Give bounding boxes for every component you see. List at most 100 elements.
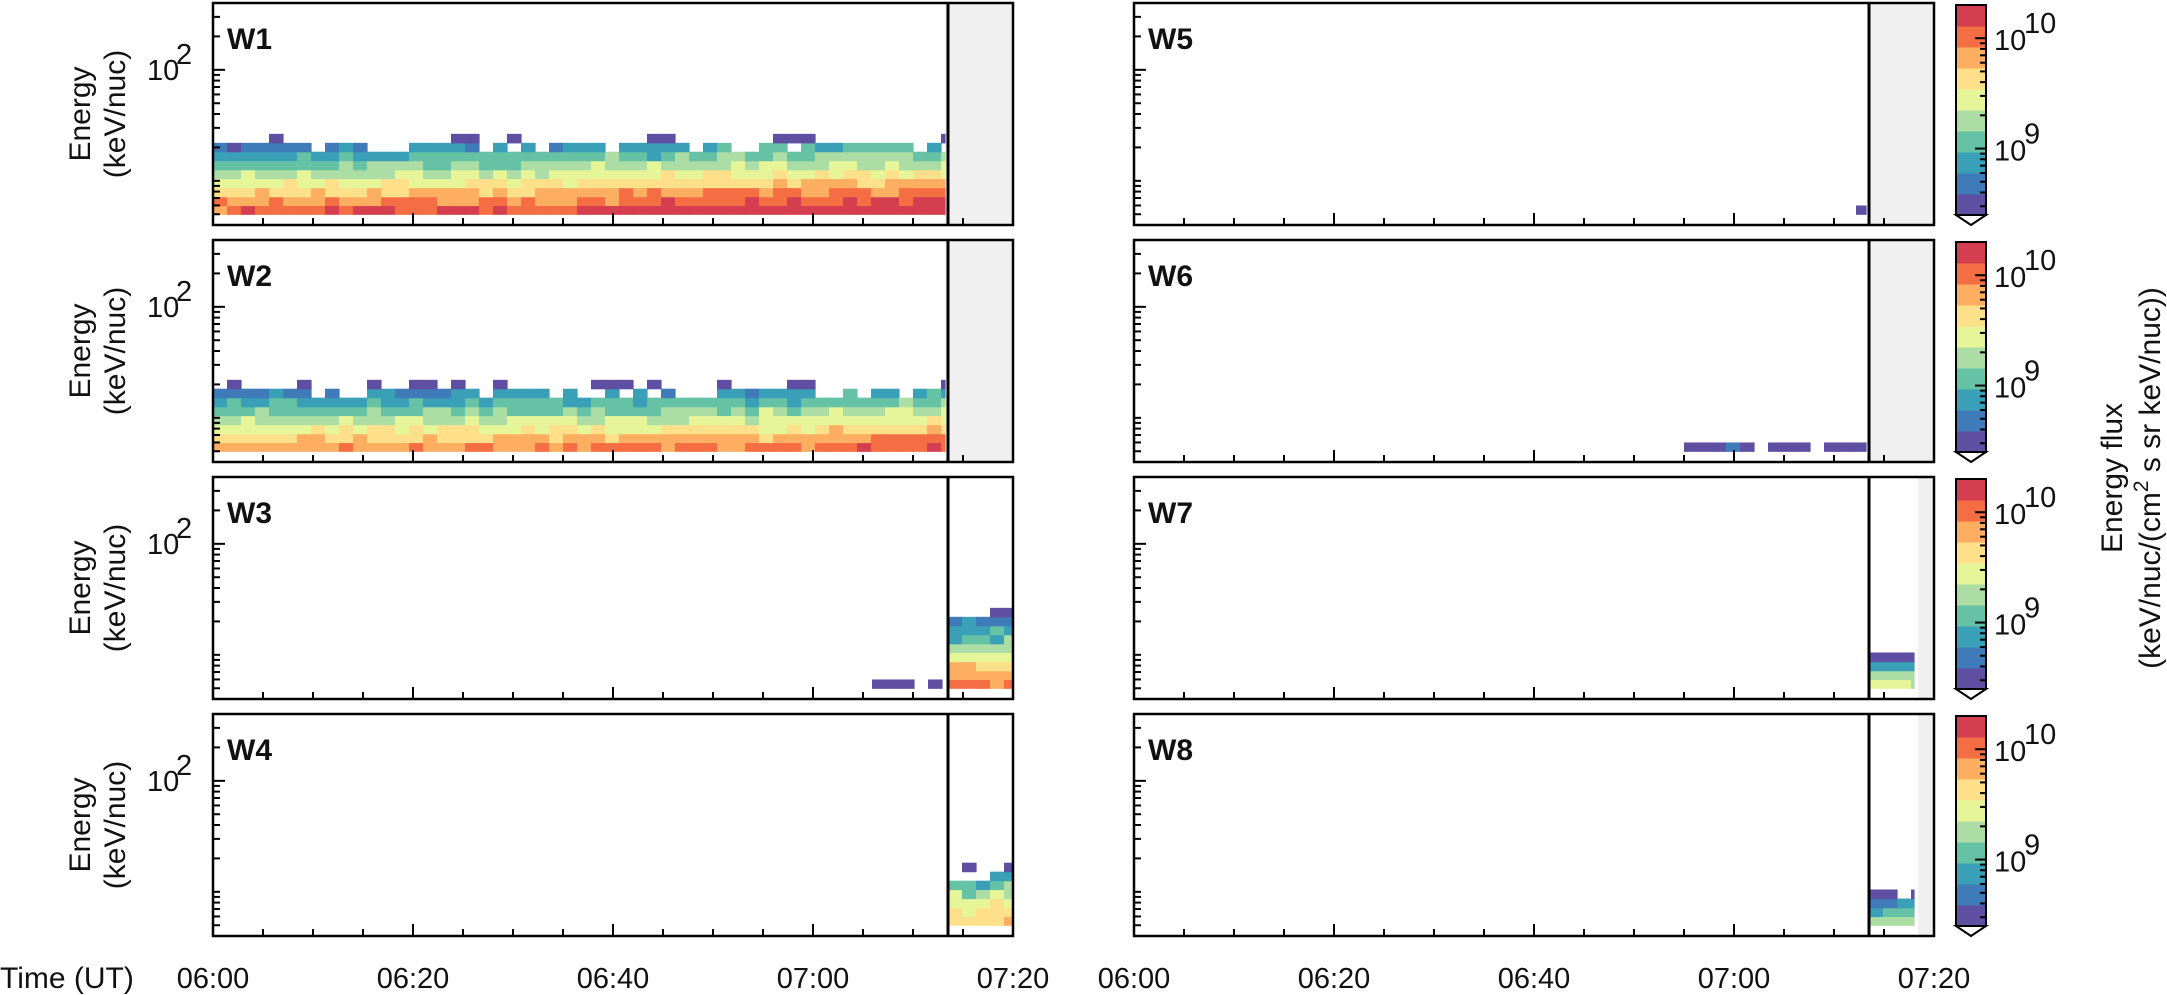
flux-cell xyxy=(297,442,312,452)
flux-cell xyxy=(941,178,946,189)
colorbar-band xyxy=(1956,410,1986,432)
colorbar-band xyxy=(1956,68,1986,90)
flux-cell xyxy=(521,397,536,408)
colorbar-band xyxy=(1956,779,1986,801)
flux-cell xyxy=(563,424,578,435)
flux-cell xyxy=(227,379,242,390)
flux-cell xyxy=(451,151,466,162)
flux-cell xyxy=(479,178,494,189)
flux-cell xyxy=(325,388,340,399)
flux-cell xyxy=(479,397,494,408)
flux-cell xyxy=(731,397,746,408)
flux-cell xyxy=(577,196,592,207)
flux-cell xyxy=(283,424,298,435)
spectrogram-w1 xyxy=(213,133,946,215)
flux-cell xyxy=(1883,670,1898,681)
flux-cell xyxy=(339,142,354,153)
flux-cell xyxy=(521,424,536,435)
flux-cell xyxy=(269,433,284,444)
flux-cell xyxy=(941,160,946,171)
flux-cell xyxy=(577,178,592,189)
flux-cell xyxy=(255,187,270,198)
flux-cell xyxy=(787,178,802,189)
flux-cell xyxy=(675,205,690,215)
x-tick-label: 06:40 xyxy=(1498,963,1571,995)
flux-cell xyxy=(885,160,900,171)
flux-cell xyxy=(731,415,746,426)
flux-cell xyxy=(437,388,452,399)
flux-cell xyxy=(928,679,943,689)
panel-w8: W8 xyxy=(1132,712,1936,938)
flux-cell xyxy=(703,406,718,417)
flux-cell xyxy=(213,169,228,180)
flux-cell xyxy=(213,388,228,399)
flux-cell xyxy=(591,442,606,452)
flux-cell xyxy=(633,397,648,408)
flux-cell xyxy=(773,442,788,452)
flux-cell xyxy=(759,205,774,215)
colorbar-tick-exponent: 10 xyxy=(2024,482,2056,514)
flux-cell xyxy=(941,433,946,444)
flux-cell xyxy=(423,187,438,198)
flux-cell xyxy=(353,160,368,171)
flux-cell xyxy=(773,142,788,153)
flux-cell xyxy=(899,151,914,162)
flux-cell xyxy=(647,424,662,435)
flux-cell xyxy=(1897,652,1912,663)
flux-cell xyxy=(927,142,942,153)
flux-cell xyxy=(437,178,452,189)
flux-cell xyxy=(759,406,774,417)
flux-cell xyxy=(801,205,816,215)
flux-cell xyxy=(619,406,634,417)
flux-cell xyxy=(549,205,564,215)
flux-cell xyxy=(899,196,914,207)
flux-cell xyxy=(409,433,424,444)
flux-cell xyxy=(339,178,354,189)
flux-cell xyxy=(731,178,746,189)
flux-cell xyxy=(913,424,928,435)
flux-cell xyxy=(661,406,676,417)
flux-cell xyxy=(283,160,298,171)
flux-cell xyxy=(493,442,508,452)
flux-cell xyxy=(591,379,606,390)
colorbar-extend-triangle xyxy=(1952,688,1990,701)
flux-cell xyxy=(801,397,816,408)
flux-cell xyxy=(1883,679,1898,689)
flux-cell xyxy=(717,424,732,435)
flux-cell xyxy=(661,205,676,215)
x-tick-label: 06:20 xyxy=(377,963,450,995)
flux-cell xyxy=(283,196,298,207)
flux-cell xyxy=(227,433,242,444)
flux-cell xyxy=(395,415,410,426)
flux-cell xyxy=(941,424,946,435)
flux-cell xyxy=(465,406,480,417)
flux-cell xyxy=(689,178,704,189)
flux-cell xyxy=(409,178,424,189)
flux-cell xyxy=(857,196,872,207)
flux-cell xyxy=(976,616,991,627)
flux-cell xyxy=(829,160,844,171)
flux-cell xyxy=(605,415,620,426)
flux-cell xyxy=(563,169,578,180)
flux-cell xyxy=(465,415,480,426)
flux-cell xyxy=(633,187,648,198)
flux-cell xyxy=(241,388,256,399)
flux-cell xyxy=(549,424,564,435)
flux-cell xyxy=(619,433,634,444)
panel-w3: W3 102 Energy (keV/nuc) xyxy=(64,475,1015,701)
flux-cell xyxy=(927,442,942,452)
flux-cell xyxy=(577,415,592,426)
flux-cell xyxy=(703,442,718,452)
flux-cell xyxy=(241,187,256,198)
flux-cell xyxy=(1869,670,1884,681)
flux-cell xyxy=(409,388,424,399)
flux-cell xyxy=(605,388,620,399)
flux-cell xyxy=(675,178,690,189)
flux-cell xyxy=(759,388,774,399)
flux-cell xyxy=(297,205,312,215)
flux-cell xyxy=(311,151,326,162)
flux-cell xyxy=(829,178,844,189)
flux-cell xyxy=(899,160,914,171)
flux-cell xyxy=(507,196,522,207)
colorbar-frame xyxy=(1955,4,1987,216)
